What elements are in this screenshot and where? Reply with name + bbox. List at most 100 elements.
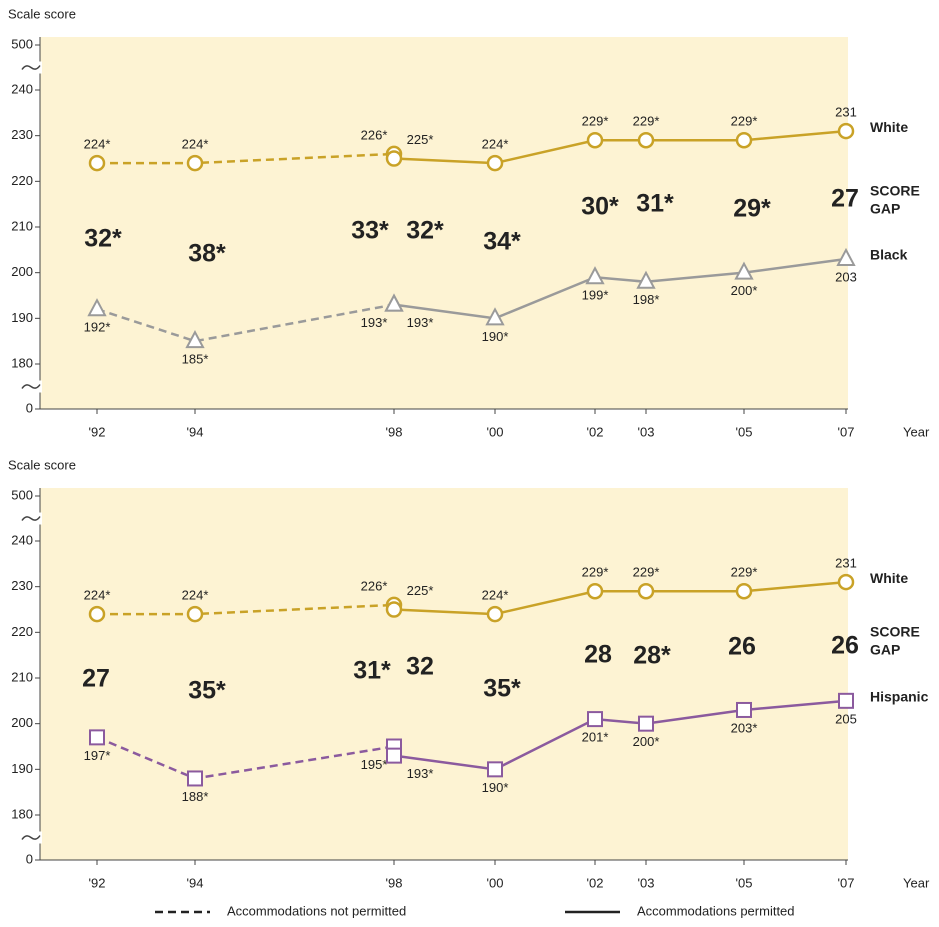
x-tick-label: '07 <box>838 875 855 890</box>
y-tick-label: 220 <box>11 173 33 188</box>
marker <box>586 582 604 600</box>
value-label: 229* <box>633 114 660 129</box>
value-label: 224* <box>84 137 111 152</box>
x-tick-label: '02 <box>587 424 604 439</box>
gap-label: 29* <box>733 195 771 223</box>
marker <box>384 293 404 312</box>
x-tick-label: '03 <box>638 875 655 890</box>
value-label: 195* <box>361 757 388 772</box>
x-tick-label: '00 <box>487 875 504 890</box>
marker <box>637 582 655 600</box>
x-tick-label: '94 <box>187 424 204 439</box>
value-label: 226* <box>361 578 388 593</box>
axis-break <box>21 516 41 521</box>
value-label: 199* <box>582 288 609 303</box>
value-label: 192* <box>84 320 111 335</box>
series-line <box>393 699 847 771</box>
marker <box>837 573 855 591</box>
y-tick-label: 200 <box>11 264 33 279</box>
gap-label: 26 <box>831 632 859 660</box>
y-axis-label: Scale score <box>8 457 76 472</box>
y-tick-label: 210 <box>11 218 33 233</box>
y-axis-label: Scale score <box>8 6 76 21</box>
x-axis-label: Year <box>903 875 930 890</box>
gap-label: 30* <box>581 193 619 221</box>
gap-label: 31* <box>353 657 391 685</box>
value-label: 231 <box>835 105 857 120</box>
series-line <box>96 303 395 343</box>
gap-label: 27 <box>831 185 859 213</box>
value-label: 229* <box>731 565 758 580</box>
plot-background <box>40 488 848 860</box>
series-label: Hispanic <box>870 689 929 705</box>
gap-title: SCORE <box>870 624 920 640</box>
marker <box>736 701 752 718</box>
gap-title: GAP <box>870 201 900 217</box>
y-tick-label: 180 <box>11 355 33 370</box>
y-tick-label: 200 <box>11 715 33 730</box>
y-tick-label: 500 <box>11 487 33 502</box>
value-label: 193* <box>361 315 388 330</box>
y-tick-label: 220 <box>11 624 33 639</box>
marker <box>385 150 403 167</box>
marker <box>837 122 855 140</box>
marker <box>485 307 505 326</box>
value-label: 224* <box>182 137 209 152</box>
marker <box>186 154 204 172</box>
gap-label: 28 <box>584 641 612 669</box>
marker <box>386 747 402 764</box>
value-label: 200* <box>633 734 660 749</box>
marker <box>88 154 106 172</box>
marker <box>487 761 503 778</box>
gap-label: 34* <box>483 228 521 256</box>
value-label: 188* <box>182 789 209 804</box>
y-tick-label: 230 <box>11 127 33 142</box>
legend-label: Accommodations not permitted <box>227 903 406 918</box>
marker <box>735 131 753 149</box>
series-line <box>393 129 847 165</box>
gap-label: 33* <box>351 217 389 245</box>
y-tick-label: 240 <box>11 81 33 96</box>
x-tick-label: '94 <box>187 875 204 890</box>
y-tick-label: 500 <box>11 36 33 51</box>
value-label: 205 <box>835 711 857 726</box>
series-label: Black <box>870 247 908 263</box>
marker <box>638 715 654 732</box>
gap-label: 35* <box>483 675 521 703</box>
y-tick-label: 180 <box>11 806 33 821</box>
value-label: 198* <box>633 292 660 307</box>
legend-label: Accommodations permitted <box>637 903 795 918</box>
x-tick-label: '05 <box>736 875 753 890</box>
x-tick-label: '92 <box>89 424 106 439</box>
value-label: 190* <box>482 329 509 344</box>
x-tick-label: '92 <box>89 875 106 890</box>
marker <box>734 261 754 280</box>
y-tick-label: 210 <box>11 669 33 684</box>
value-label: 224* <box>182 588 209 603</box>
gap-label: 26 <box>728 633 756 661</box>
gap-title: GAP <box>870 642 900 658</box>
value-label: 231 <box>835 556 857 571</box>
marker <box>587 711 603 728</box>
marker <box>636 270 656 289</box>
value-label: 193* <box>407 315 434 330</box>
value-label: 229* <box>582 114 609 129</box>
marker <box>586 131 604 149</box>
value-label: 224* <box>482 588 509 603</box>
series-label: White <box>870 119 908 135</box>
value-label: 197* <box>84 748 111 763</box>
axis-break <box>21 65 41 70</box>
value-label: 200* <box>731 283 758 298</box>
value-label: 193* <box>407 766 434 781</box>
marker <box>585 266 605 285</box>
x-tick-label: '98 <box>386 424 403 439</box>
marker <box>836 247 856 266</box>
y-tick-label: 0 <box>26 851 33 866</box>
y-tick-label: 190 <box>11 761 33 776</box>
value-label: 203* <box>731 720 758 735</box>
value-label: 225* <box>407 132 434 147</box>
value-label: 201* <box>582 730 609 745</box>
gap-label: 38* <box>188 240 226 268</box>
marker <box>187 770 203 787</box>
